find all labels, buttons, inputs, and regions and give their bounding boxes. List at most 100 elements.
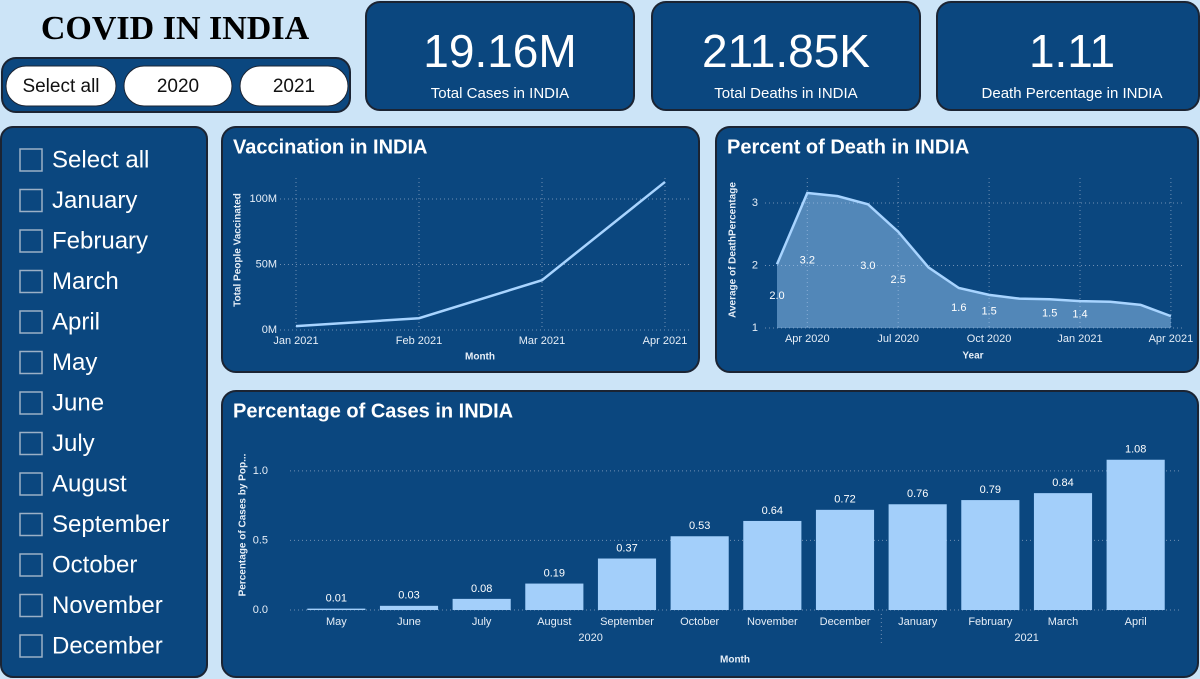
y-tick-label: 1.0: [253, 465, 268, 477]
y-tick-label: 0.5: [253, 534, 268, 546]
bar: [1106, 459, 1165, 610]
y-tick-label: 100M: [249, 193, 277, 205]
x-tick-label: Jan 2021: [273, 335, 318, 347]
year-button[interactable]: [123, 65, 233, 107]
month-option: November: [52, 592, 163, 619]
data-label: 1.5: [1042, 308, 1057, 320]
x-tick-label: August: [537, 616, 571, 628]
chart-panel: [715, 126, 1199, 373]
bar: [888, 504, 947, 610]
x-axis-title: Year: [962, 351, 983, 362]
kpi-value: 19.16M: [423, 25, 576, 77]
month-slicer: [0, 126, 208, 678]
chart-panel: [221, 126, 700, 373]
checkbox[interactable]: [19, 269, 43, 294]
x-axis-title: Month: [465, 352, 495, 363]
month-option: September: [52, 511, 169, 538]
x-tick-label: September: [600, 616, 654, 628]
data-label: 0.08: [471, 583, 492, 595]
year-button[interactable]: [239, 65, 349, 107]
data-label: 1.6: [951, 302, 966, 314]
kpi-value: 1.11: [1029, 25, 1115, 77]
checkbox[interactable]: [19, 229, 43, 253]
kpi-label: Total Deaths in INDIA: [714, 85, 857, 102]
month-option: February: [52, 227, 148, 254]
data-label: 0.37: [616, 542, 637, 554]
checkbox[interactable]: [19, 553, 43, 577]
month-option: May: [52, 349, 97, 376]
data-label: 0.84: [1052, 477, 1073, 489]
x-tick-label: October: [680, 616, 719, 628]
data-label: 2.0: [769, 290, 784, 302]
kpi-value: 211.85K: [702, 25, 870, 77]
chart-title: Percent of Death in INDIA: [727, 136, 969, 158]
data-label: 0.72: [834, 494, 855, 506]
x-tick-label: Apr 2021: [643, 335, 688, 347]
month-option: October: [52, 551, 137, 578]
x-tick-label: March: [1048, 616, 1079, 628]
area: [777, 193, 1171, 328]
kpi-card: [651, 1, 921, 111]
y-axis-title: Percentage of Cases by Pop...: [238, 453, 249, 596]
y-tick-label: 2: [752, 259, 758, 271]
bar: [307, 608, 366, 610]
data-label: 0.19: [544, 567, 565, 579]
month-option: April: [52, 308, 100, 335]
x-tick-label: November: [747, 616, 798, 628]
line: [295, 180, 666, 328]
x-tick-label: Jul 2020: [877, 333, 919, 345]
month-option: March: [52, 268, 119, 295]
data-label: 0.64: [762, 505, 783, 517]
checkbox[interactable]: [19, 512, 43, 537]
data-label: 0.76: [907, 488, 928, 500]
line: [775, 191, 1172, 318]
x-tick-label: Mar 2021: [519, 335, 565, 347]
checkbox[interactable]: [19, 310, 43, 334]
y-tick-label: 1: [752, 322, 758, 334]
data-label: 1.5: [981, 305, 996, 317]
kpi-card: [936, 1, 1200, 111]
x-group-label: 2021: [1014, 632, 1038, 644]
data-label: 1.4: [1072, 308, 1087, 320]
kpi-label: Death Percentage in INDIA: [982, 85, 1163, 102]
checkbox[interactable]: [19, 431, 43, 456]
y-tick-label: 3: [752, 197, 758, 209]
bar: [525, 583, 584, 610]
x-tick-label: Feb 2021: [396, 335, 442, 347]
month-option: Select all: [52, 146, 149, 173]
chart-title: Percentage of Cases in INDIA: [233, 400, 513, 422]
y-axis-title: Average of DeathPercentage: [728, 182, 739, 318]
bar: [1033, 493, 1093, 610]
data-label: 2.5: [891, 274, 906, 286]
checkbox[interactable]: [19, 472, 43, 496]
bar: [379, 605, 439, 610]
x-tick-label: April: [1125, 616, 1147, 628]
bar: [743, 520, 802, 610]
checkbox[interactable]: [19, 593, 43, 618]
kpi-card: [365, 1, 635, 111]
x-tick-label: February: [968, 616, 1013, 628]
bar: [452, 598, 511, 610]
x-tick-label: Apr 2020: [785, 333, 830, 345]
x-tick-label: December: [820, 616, 871, 628]
bar: [815, 509, 875, 610]
page-title: COVID IN INDIA: [41, 10, 310, 47]
kpi-label: Total Cases in INDIA: [431, 85, 569, 102]
x-tick-label: Oct 2020: [967, 333, 1012, 345]
month-option: July: [52, 430, 95, 457]
data-label: 0.01: [326, 593, 347, 605]
checkbox[interactable]: [19, 188, 43, 213]
bar: [597, 558, 657, 610]
year-button[interactable]: [5, 65, 117, 107]
x-tick-label: June: [397, 616, 421, 628]
checkbox[interactable]: [19, 634, 43, 658]
x-tick-label: Apr 2021: [1149, 333, 1194, 345]
year-button-label: 2020: [157, 76, 199, 97]
month-option: January: [52, 187, 137, 214]
checkbox[interactable]: [19, 148, 43, 172]
checkbox[interactable]: [19, 350, 43, 375]
checkbox[interactable]: [19, 391, 43, 415]
y-tick-label: 0.0: [253, 604, 268, 616]
x-tick-label: January: [898, 616, 938, 628]
